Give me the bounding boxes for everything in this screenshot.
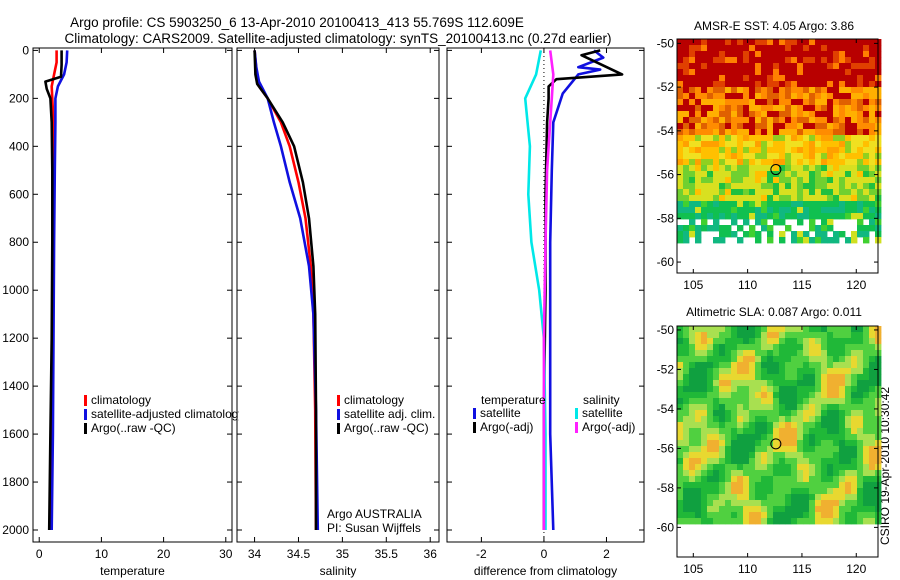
legend-entry-swatch (337, 395, 340, 406)
y-tick-label: -58 (657, 211, 675, 225)
x-tick-label: 34 (248, 547, 262, 561)
salinity-series-black (253, 50, 318, 530)
salinity-axes-frame (236, 47, 440, 543)
difference-x-axis-label: difference from climatology (474, 564, 617, 578)
temperature-profile-panel: 0 10 20 30 0 200 400 600 800 1000 1200 1400 1600 1800… (2, 43, 244, 578)
y-tick-label: -54 (657, 124, 675, 138)
difference-axes-frame (446, 47, 645, 543)
x-tick-label: 36 (424, 547, 438, 561)
difference-series-magenta (542, 50, 555, 530)
salinity-profile-panel: 34 34.5 35 35.5 36 salinity climatologysatelli… (236, 47, 440, 578)
annotation-pi-name: PI: Susan Wijffels (327, 521, 421, 535)
legend-entry: satellite (582, 406, 623, 420)
y-tick-label: 600 (9, 187, 29, 201)
x-tick-label: 120 (846, 562, 866, 576)
legend-entry: satellite adj. clim. (344, 407, 435, 421)
x-tick-label: 110 (738, 562, 757, 576)
temperature-series-black (44, 50, 63, 531)
legend-entry: Argo(..raw -QC) (344, 421, 429, 435)
legend-entry-swatch (84, 423, 87, 434)
y-tick-label: 200 (9, 91, 29, 105)
y-tick-label: -50 (657, 36, 675, 50)
x-tick-label: 10 (95, 547, 109, 561)
x-tick-label: 35.5 (375, 547, 399, 561)
difference-series-cyan (523, 50, 547, 530)
y-tick-label: -60 (657, 520, 675, 534)
title-line-2: Climatology: CARS2009. Satellite-adjuste… (64, 31, 611, 46)
y-tick-label: -52 (657, 80, 675, 94)
sla-map-frame (676, 325, 879, 558)
legend-entry-swatch (337, 409, 340, 420)
y-tick-label: -56 (657, 441, 675, 455)
x-tick-label: 0 (36, 547, 43, 561)
x-tick-label: 34.5 (287, 547, 311, 561)
x-tick-label: 30 (219, 547, 233, 561)
salinity-series-red (253, 50, 318, 531)
y-tick-label: 1800 (2, 475, 29, 489)
y-tick-label: 800 (9, 235, 29, 249)
legend-entry-swatch (84, 409, 87, 420)
x-tick-label: 105 (683, 562, 703, 576)
sla-map-panel: 105 110 115 120 -50 -52 -54 -56 -58 -60 (657, 323, 882, 576)
legend-entry: climatology (344, 393, 404, 407)
sla-map-cells (677, 326, 882, 525)
legend-entry: climatology (91, 393, 151, 407)
legend-entry-swatch (337, 423, 340, 434)
temperature-axes-frame (32, 47, 233, 543)
y-tick-label: -60 (657, 255, 675, 269)
legend-entry-swatch (473, 408, 476, 419)
salinity-x-axis-label: salinity (320, 564, 357, 578)
legend-entry: Argo(-adj) (480, 420, 533, 434)
legend-entry: satellite (480, 406, 521, 420)
sla-map-title: Altimetric SLA: 0.087 Argo: 0.011 (686, 305, 862, 319)
x-tick-label: 120 (846, 278, 866, 292)
legend-entry-swatch (575, 422, 578, 433)
legend-entry: satellite-adjusted climatology (91, 407, 244, 421)
sst-map-frame (676, 38, 879, 274)
temperature-series-blue (50, 50, 69, 531)
difference-series-black (542, 49, 624, 530)
x-tick-label: 35 (336, 547, 350, 561)
sst-map-cells (677, 39, 882, 244)
y-tick-label: 400 (9, 139, 29, 153)
x-tick-label: 115 (792, 278, 811, 292)
legend-entry-swatch (84, 395, 87, 406)
y-tick-label: -56 (657, 168, 675, 182)
difference-profile-panel: -2 0 2 difference from climatology temperatu… (446, 47, 645, 578)
x-tick-label: 2 (603, 547, 610, 561)
sst-map-title: AMSR-E SST: 4.05 Argo: 3.86 (694, 19, 854, 33)
x-tick-label: 115 (792, 562, 811, 576)
y-tick-label: -54 (657, 402, 675, 416)
difference-series-blue (548, 49, 605, 531)
legend-entry-swatch (473, 422, 476, 433)
argo-float-marker (770, 164, 782, 176)
argo-float-marker (770, 438, 782, 450)
x-tick-label: 0 (541, 547, 548, 561)
y-tick-label: 1200 (2, 331, 29, 345)
x-tick-label: 105 (683, 278, 703, 292)
sst-map-panel: 105 110 115 120 -50 -52 -54 -56 -58 -60 (657, 36, 882, 292)
legend-group-salinity: salinity (583, 393, 620, 407)
legend-group-temperature: temperature (481, 393, 546, 407)
annotation-argo-australia: Argo AUSTRALIA (327, 507, 422, 521)
x-tick-label: 110 (738, 278, 757, 292)
x-tick-label: -2 (476, 547, 487, 561)
y-tick-label: 1400 (2, 379, 29, 393)
y-tick-label: 0 (22, 43, 29, 57)
y-tick-label: 1000 (2, 283, 29, 297)
title-line-1: Argo profile: CS 5903250_6 13-Apr-2010 2… (70, 15, 524, 30)
y-tick-label: -52 (657, 362, 675, 376)
salinity-series-blue (253, 50, 320, 531)
x-tick-label: 20 (157, 547, 171, 561)
y-tick-label: -50 (657, 323, 675, 337)
y-tick-label: -58 (657, 481, 675, 495)
y-tick-label: 1600 (2, 427, 29, 441)
side-timestamp-label: CSIRO 19-Apr-2010 10:30:42 (878, 387, 892, 545)
y-tick-label: 2000 (2, 523, 29, 537)
legend-entry-swatch (575, 408, 578, 419)
legend-entry: Argo(-adj) (582, 420, 635, 434)
legend-entry: Argo(..raw -QC) (91, 421, 176, 435)
temperature-x-axis-label: temperature (100, 564, 165, 578)
